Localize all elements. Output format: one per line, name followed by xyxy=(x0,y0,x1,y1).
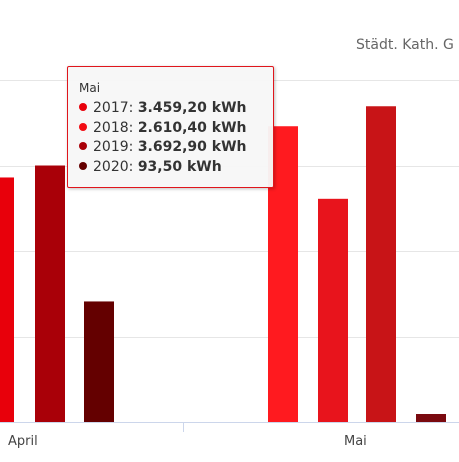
tooltip-year: 2020 xyxy=(93,158,129,175)
tooltip-value: 2.610,40 kWh xyxy=(137,119,247,136)
tooltip-row-2019: 2019: 3.692,90 kWh xyxy=(79,138,263,158)
series-2018-dot-icon xyxy=(79,122,87,131)
series-2019-dot-icon xyxy=(79,142,87,150)
series-2017-dot-icon xyxy=(79,103,87,111)
tooltip-year: 2019 xyxy=(93,139,129,155)
bar-mai-2020[interactable] xyxy=(416,414,446,422)
chart-title: Städt. Kath. G xyxy=(356,37,454,53)
bar-april-2020[interactable] xyxy=(84,301,114,422)
tooltip-row-2020: 2020: 93,50 kWh xyxy=(79,158,263,178)
chart-tooltip: Mai 2017: 3.459,20 kWh 2018: 2.610,40 kW… xyxy=(67,66,274,188)
tooltip-value: 3.459,20 kWh xyxy=(137,100,247,116)
tooltip-row-2018: 2018: 2.610,40 kWh xyxy=(79,119,263,139)
bar-april-2017[interactable] xyxy=(0,177,14,422)
tooltip-year: 2018 xyxy=(93,119,129,136)
bar-mai-2019[interactable] xyxy=(366,106,396,422)
x-axis-ticks xyxy=(183,422,184,432)
tooltip-year: 2017 xyxy=(93,100,129,116)
bar-mai-2018[interactable] xyxy=(318,198,348,422)
tooltip-title: Mai xyxy=(79,81,101,95)
tooltip-value: 3.692,90 kWh xyxy=(137,139,247,155)
series-2020-dot-icon xyxy=(79,161,87,170)
bar-april-2019[interactable] xyxy=(35,165,65,423)
tooltip-value: 93,50 kWh xyxy=(137,158,222,175)
tooltip-row-2017: 2017: 3.459,20 kWh xyxy=(79,99,263,119)
x-tick-label-april: April xyxy=(8,434,38,449)
chart-bars xyxy=(0,106,446,422)
x-tick-label-mai: Mai xyxy=(344,434,367,449)
